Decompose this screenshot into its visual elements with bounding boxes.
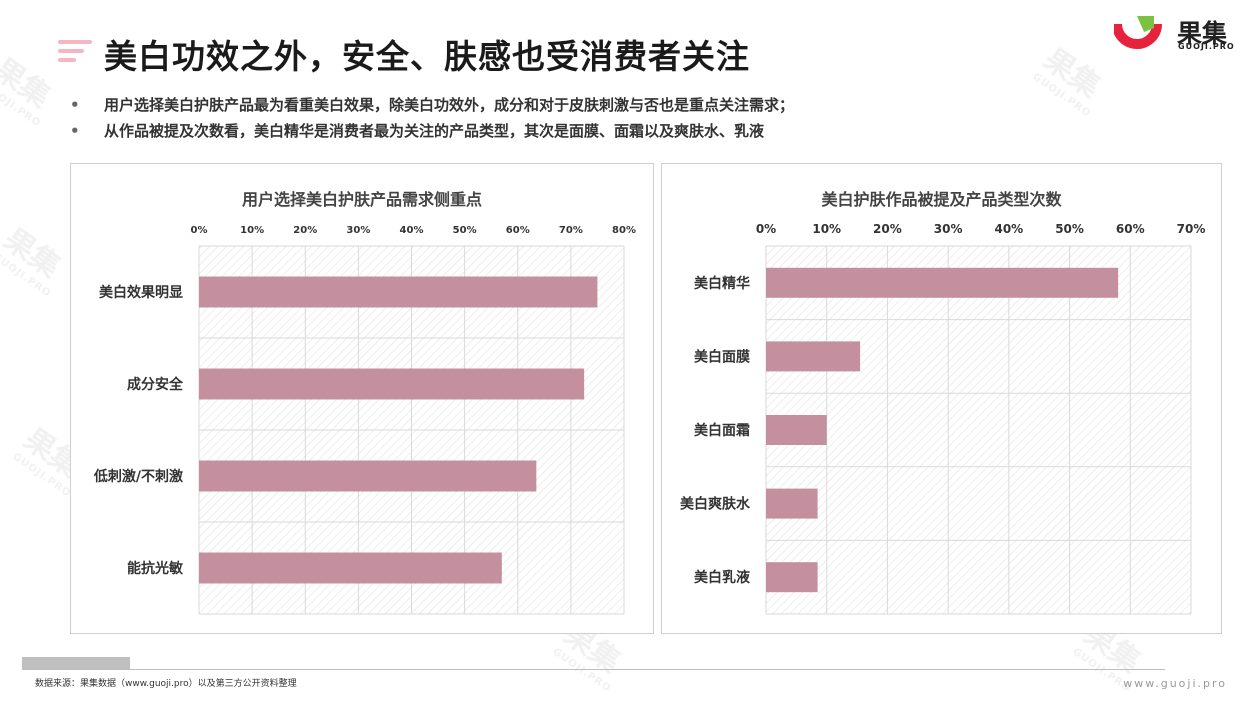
x-tick-label: 60% <box>506 225 530 236</box>
logo-subtitle: GUOJI.PRO <box>1178 42 1235 51</box>
logo-name: 果集 <box>1177 19 1228 48</box>
bar <box>199 368 585 400</box>
bar <box>199 552 502 584</box>
x-tick-label: 30% <box>934 222 963 236</box>
chart-panel-right: 美白护肤作品被提及产品类型次数 0% 10% 20% 30% 40% 50% 60% 70% 美… <box>661 163 1222 634</box>
bullet-item: 用户选择美白护肤产品最为看重美白效果，除美白功效外，成分和对于皮肤刺激与否也是重… <box>70 92 794 118</box>
bullet-item: 从作品被提及次数看，美白精华是消费者最为关注的产品类型，其次是面膜、面霜以及爽肤… <box>70 118 794 144</box>
chart-title: 美白护肤作品被提及产品类型次数 <box>821 190 1062 209</box>
chart-left: 0% 10% 20% 30% 40% 50% 60% 70% 80% 美白效果明显成分安全低刺激/… <box>93 225 636 615</box>
category-label: 低刺激/不刺激 <box>93 468 183 485</box>
x-tick-label: 70% <box>559 225 583 236</box>
bar <box>766 415 827 445</box>
data-source-note: 数据来源：果集数据（www.guoji.pro）以及第三方公开资料整理 <box>35 679 297 689</box>
bar <box>766 488 818 519</box>
plot-area <box>766 246 1191 614</box>
category-label: 美白面霜 <box>694 422 750 439</box>
x-tick-label: 60% <box>1116 222 1145 236</box>
x-tick-label: 30% <box>346 225 370 236</box>
x-tick-label: 10% <box>812 222 841 236</box>
category-label: 美白面膜 <box>694 348 750 365</box>
bar <box>766 341 861 372</box>
chart-panel-left: 用户选择美白护肤产品需求侧重点 0% 10% 20% 30% 40% 50% 60% 70% 8… <box>70 163 654 634</box>
category-label: 美白精华 <box>694 275 750 292</box>
page-title: 美白功效之外，安全、肤感也受消费者关注 <box>104 37 750 76</box>
category-label: 能抗光敏 <box>127 560 184 577</box>
category-label: 美白效果明显 <box>99 284 183 301</box>
watermark: 果集 GUOJI.PRO <box>1030 41 1107 120</box>
x-tick-label: 0% <box>191 225 208 236</box>
x-tick-label: 50% <box>1055 222 1084 236</box>
title-decoration-icon <box>58 38 92 64</box>
x-tick-label: 40% <box>994 222 1023 236</box>
x-tick-label: 70% <box>1177 222 1206 236</box>
bar <box>199 460 537 492</box>
bar <box>199 276 598 308</box>
x-tick-label: 0% <box>756 222 776 236</box>
x-tick-label: 50% <box>453 225 477 236</box>
x-tick-label: 10% <box>240 225 264 236</box>
x-tick-label: 20% <box>293 225 317 236</box>
footer-divider <box>22 669 1165 670</box>
category-label: 美白爽肤水 <box>680 496 751 513</box>
category-label: 成分安全 <box>127 376 184 393</box>
bar <box>766 267 1119 298</box>
x-tick-label: 20% <box>873 222 902 236</box>
bar <box>766 562 818 593</box>
footer-accent-bar <box>22 657 130 669</box>
chart-title: 用户选择美白护肤产品需求侧重点 <box>241 190 482 209</box>
bullet-list: 用户选择美白护肤产品最为看重美白效果，除美白功效外，成分和对于皮肤刺激与否也是重… <box>70 92 794 144</box>
x-tick-label: 80% <box>612 225 636 236</box>
category-label: 美白乳液 <box>694 569 751 586</box>
site-url: www.guoji.pro <box>1123 677 1227 690</box>
x-tick-label: 40% <box>400 225 424 236</box>
watermark: 果集 GUOJI.PRO <box>0 221 67 300</box>
guoji-logo-icon <box>1112 14 1168 56</box>
chart-right: 0% 10% 20% 30% 40% 50% 60% 70% 美白精华美白面膜美白面霜美白爽肤水… <box>680 222 1206 615</box>
